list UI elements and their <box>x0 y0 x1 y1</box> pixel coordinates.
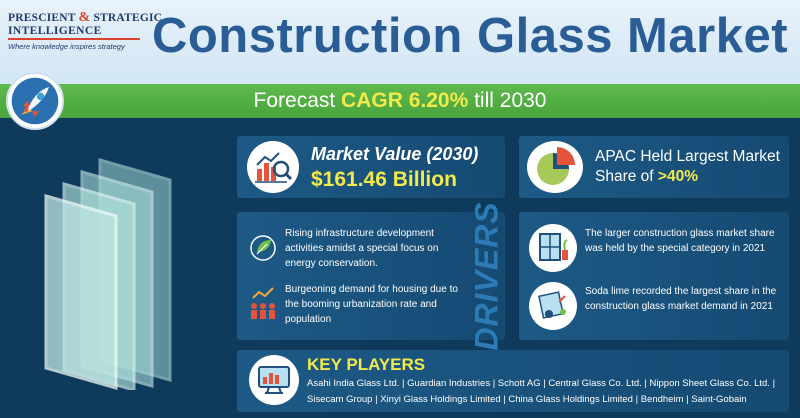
apac-line-2-prefix: Share of <box>595 168 658 185</box>
drivers-label: DRIVERS <box>468 201 505 351</box>
key-players-title: KEY PLAYERS <box>307 355 426 374</box>
drivers-card: Rising infrastructure development activi… <box>237 201 505 351</box>
glass-panes-illustration <box>30 150 200 392</box>
market-value-amount: $161.46 Billion <box>311 168 457 191</box>
market-chart-icon <box>247 141 299 193</box>
forecast-banner: Forecast CAGR 6.20% till 2030 <box>0 84 800 118</box>
insight-item-2: Soda lime recorded the largest share in … <box>585 286 777 312</box>
company-logo[interactable]: PRESCIENT & STRATEGIC INTELLIGENCE Where… <box>8 10 162 51</box>
pie-chart-icon <box>527 141 583 193</box>
forecast-suffix: till 2030 <box>468 89 547 112</box>
insights-card: The larger construction glass market sha… <box>519 212 789 340</box>
forecast-prefix: Forecast <box>253 89 342 112</box>
market-value-card: Market Value (2030) $161.46 Billion <box>237 136 505 198</box>
key-players-chart-icon <box>249 355 299 405</box>
logo-tagline: Where knowledge inspires strategy <box>8 42 125 51</box>
market-value-title: Market Value (2030) <box>311 144 479 164</box>
page-title: Construction Glass Market <box>151 9 789 63</box>
insight-item-1: The larger construction glass market sha… <box>585 228 775 254</box>
driver-item-2: Burgeoning demand for housing due to the… <box>285 284 458 325</box>
logo-word-prescient: PRESCIENT <box>8 12 76 24</box>
key-players-line-2: Sisecam Group | Xinyi Glass Holdings Lim… <box>307 394 747 405</box>
glass-pane-front <box>44 194 118 390</box>
glass-window-icon <box>529 224 577 272</box>
population-growth-icon <box>247 284 279 324</box>
soda-lime-glass-icon <box>529 282 577 330</box>
logo-word-strategic: STRATEGIC <box>93 12 163 24</box>
logo-underline <box>8 38 140 40</box>
logo-ampersand: & <box>78 10 91 25</box>
driver-item-1: Rising infrastructure development activi… <box>285 228 439 269</box>
apac-share-value: >40% <box>657 168 698 185</box>
energy-leaf-icon <box>247 232 279 264</box>
key-players-card: KEY PLAYERS Asahi India Glass Ltd. | Gua… <box>237 350 789 412</box>
rocket-icon <box>6 72 64 130</box>
apac-share-card: APAC Held Largest Market Share of >40% <box>519 136 789 198</box>
header: PRESCIENT & STRATEGIC INTELLIGENCE Where… <box>0 0 800 82</box>
key-players-line-1: Asahi India Glass Ltd. | Guardian Indust… <box>307 378 776 389</box>
logo-word-intelligence: INTELLIGENCE <box>8 25 102 37</box>
forecast-cagr: CAGR 6.20% <box>341 89 469 112</box>
apac-line-1: APAC Held Largest Market <box>595 148 780 165</box>
